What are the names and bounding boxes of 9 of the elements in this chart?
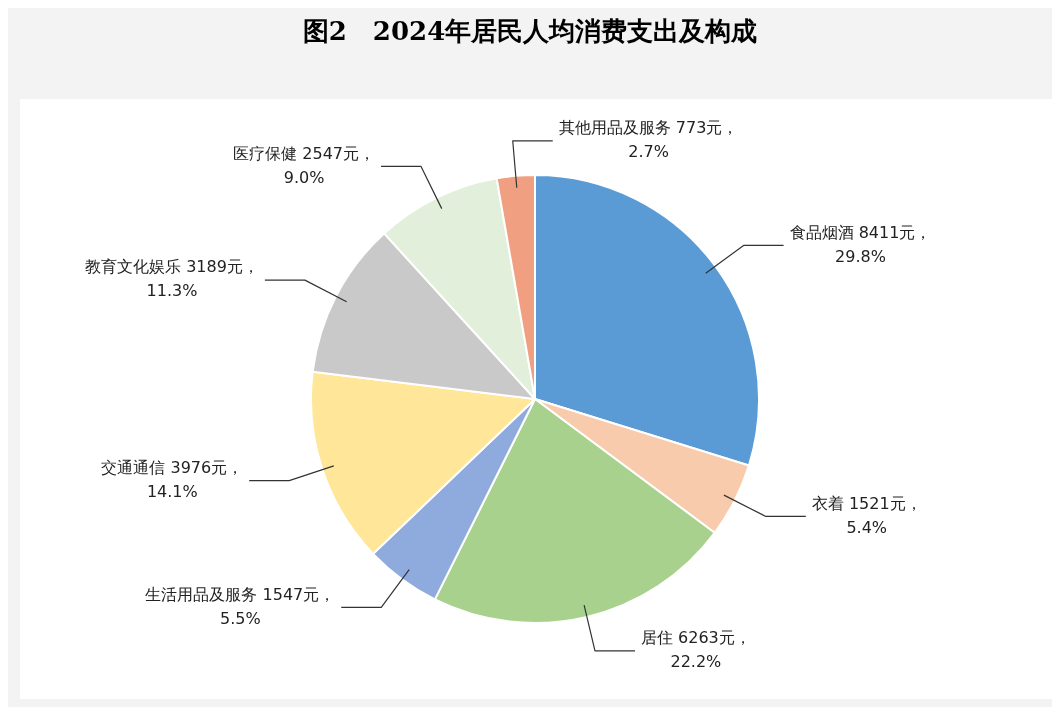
slice-label: 其他用品及服务 773元， 2.7% — [558, 118, 739, 162]
slice-label: 教育文化娱乐 3189元， 11.3% — [85, 257, 259, 301]
chart-title: 图2 2024年居民人均消费支出及构成 — [301, 15, 759, 48]
slice-label: 食品烟酒 8411元， 29.8% — [789, 222, 932, 266]
slice-label: 医疗保健 2547元， 9.0% — [233, 143, 376, 187]
slice-label: 居住 6263元， 22.2% — [640, 628, 751, 672]
slice-label: 生活用品及服务 1547元， 5.5% — [145, 584, 336, 628]
slice-label: 衣着 1521元， 5.4% — [811, 493, 922, 537]
slice-label: 交通通信 3976元， 14.1% — [101, 457, 244, 501]
